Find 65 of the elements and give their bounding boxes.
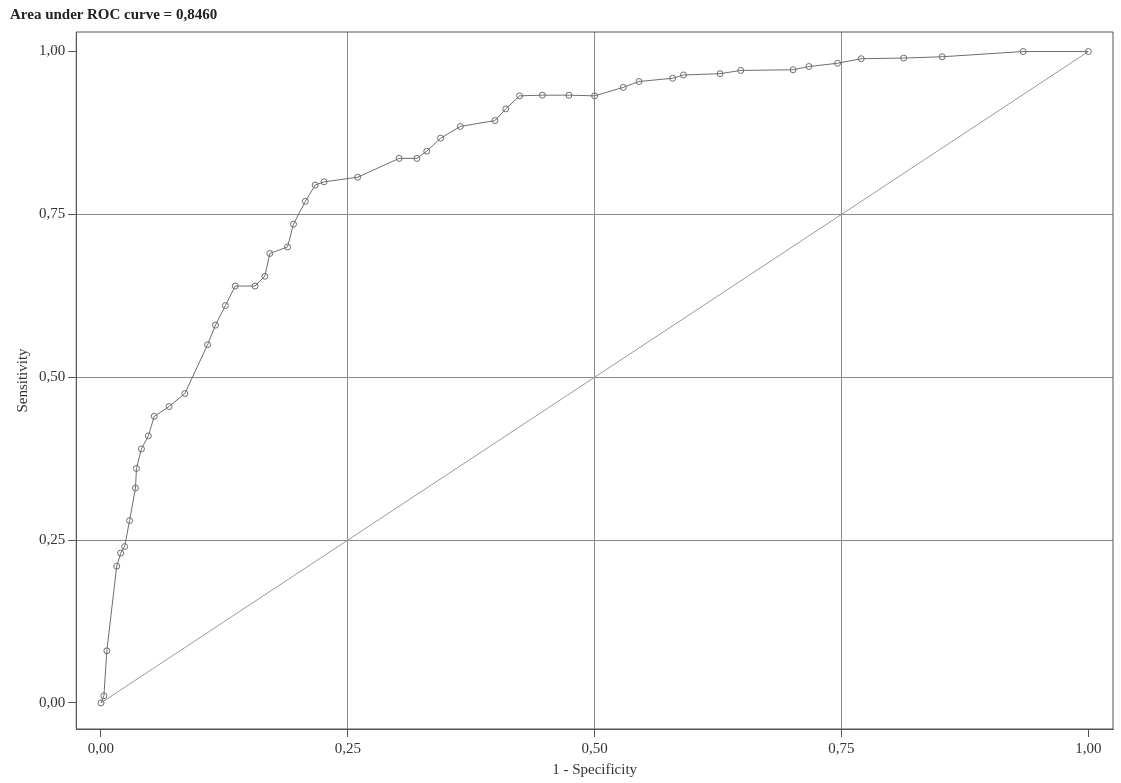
point xyxy=(491,117,499,125)
point xyxy=(284,243,292,251)
x-tick-label: 0,00 xyxy=(87,739,115,756)
point xyxy=(502,105,510,113)
point xyxy=(737,66,745,74)
point xyxy=(834,59,842,67)
point xyxy=(423,147,431,155)
x-tick-label: 1,00 xyxy=(1075,739,1102,756)
point xyxy=(100,692,108,700)
y-axis-title: Sensitivity xyxy=(13,347,30,413)
point xyxy=(938,53,946,61)
x-tick-label: 0,75 xyxy=(828,739,855,756)
point xyxy=(181,390,189,398)
point xyxy=(320,178,328,186)
point xyxy=(395,154,403,162)
point xyxy=(113,562,121,570)
point xyxy=(204,341,212,349)
point xyxy=(538,91,546,99)
y-tick-label: 0,50 xyxy=(39,368,66,385)
point xyxy=(456,122,464,130)
point xyxy=(144,432,152,440)
point xyxy=(679,71,687,79)
point xyxy=(413,154,421,162)
point xyxy=(132,464,140,472)
point xyxy=(266,249,274,257)
point xyxy=(311,181,319,189)
point xyxy=(635,78,643,86)
point xyxy=(437,134,445,142)
point xyxy=(150,412,158,420)
point xyxy=(231,282,239,290)
point xyxy=(221,302,229,310)
point xyxy=(121,543,129,551)
point xyxy=(805,63,813,71)
point xyxy=(900,54,908,62)
point xyxy=(857,55,865,63)
point xyxy=(251,282,259,290)
point xyxy=(97,699,105,707)
point xyxy=(716,70,724,78)
point xyxy=(131,484,139,492)
y-tick-label: 1,00 xyxy=(39,42,66,59)
point xyxy=(117,549,125,557)
x-tick-label: 0,50 xyxy=(581,739,608,756)
chart-title: Area under ROC curve = 0,8460 xyxy=(10,5,218,22)
point xyxy=(789,66,797,74)
point xyxy=(261,272,269,280)
point xyxy=(516,92,524,100)
point xyxy=(1084,48,1092,56)
y-tick-label: 0,75 xyxy=(39,205,66,222)
point xyxy=(565,91,573,99)
x-tick-label: 0,25 xyxy=(334,739,361,756)
point xyxy=(137,445,145,453)
y-tick-label: 0,00 xyxy=(39,693,66,710)
point xyxy=(591,92,599,100)
point xyxy=(354,173,362,181)
point xyxy=(165,403,173,411)
point xyxy=(126,517,134,525)
point xyxy=(103,647,111,655)
y-tick-label: 0,25 xyxy=(39,531,66,548)
x-axis-title: 1 - Specificity xyxy=(552,760,638,777)
point xyxy=(1019,48,1027,56)
point xyxy=(289,220,297,228)
point xyxy=(619,83,627,91)
point xyxy=(301,197,309,205)
point xyxy=(211,321,219,329)
point xyxy=(669,74,677,82)
